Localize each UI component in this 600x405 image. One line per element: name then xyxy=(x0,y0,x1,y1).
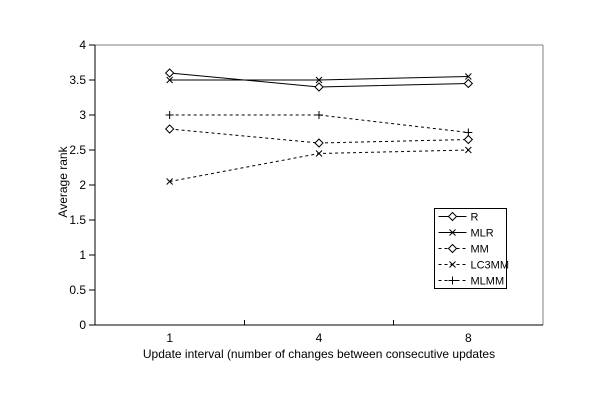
x-tick-label: 1 xyxy=(166,331,173,345)
legend-label-LC3MM: LC3MM xyxy=(471,260,510,272)
legend-marker-MM xyxy=(447,243,458,254)
series-marker-MM xyxy=(314,138,324,148)
x-axis-label: Update interval (number of changes betwe… xyxy=(142,347,496,361)
x-tick-label: 4 xyxy=(316,331,323,345)
y-tick-label: 2.5 xyxy=(69,143,86,157)
series-marker-R xyxy=(314,82,324,92)
series-line-MM xyxy=(169,128,469,144)
series-marker-LC3MM xyxy=(464,146,472,154)
series-marker-MLR xyxy=(166,76,174,84)
series-marker-MLR xyxy=(464,73,472,80)
y-tick-label: 3.5 xyxy=(69,73,86,87)
series-line-MLMM xyxy=(169,114,469,133)
series-marker-R xyxy=(463,78,474,89)
legend-marker-LC3MM xyxy=(449,261,456,268)
legend-label-MLMM: MLMM xyxy=(471,276,505,288)
y-tick-label: 4 xyxy=(79,38,86,52)
series-marker-LC3MM xyxy=(166,178,174,185)
x-tick-label: 8 xyxy=(465,331,472,345)
y-tick-label: 3 xyxy=(79,108,86,122)
legend-marker-MLMM xyxy=(448,276,457,285)
y-tick-label: 0 xyxy=(79,318,86,332)
legend-label-MLR: MLR xyxy=(471,228,494,240)
y-tick-label: 0.5 xyxy=(69,283,86,297)
legend-label-MM: MM xyxy=(471,244,489,256)
legend-marker-MLR xyxy=(449,229,456,236)
legend-marker-R xyxy=(447,211,458,222)
series-marker-R xyxy=(164,68,175,78)
legend-label-R: R xyxy=(471,212,479,224)
series-line-LC3MM xyxy=(169,149,469,182)
series-marker-MM xyxy=(164,124,175,134)
y-tick-label: 1 xyxy=(79,248,86,262)
y-tick-label: 2 xyxy=(79,178,86,192)
series-marker-MLR xyxy=(315,76,323,84)
series-marker-MLMM xyxy=(165,111,174,119)
y-axis-label: Average rank xyxy=(56,146,70,218)
series-marker-MLMM xyxy=(315,111,323,119)
series-marker-LC3MM xyxy=(315,150,323,157)
series-marker-MM xyxy=(463,134,474,145)
series-marker-MLMM xyxy=(464,128,473,137)
y-tick-label: 1.5 xyxy=(69,213,86,227)
